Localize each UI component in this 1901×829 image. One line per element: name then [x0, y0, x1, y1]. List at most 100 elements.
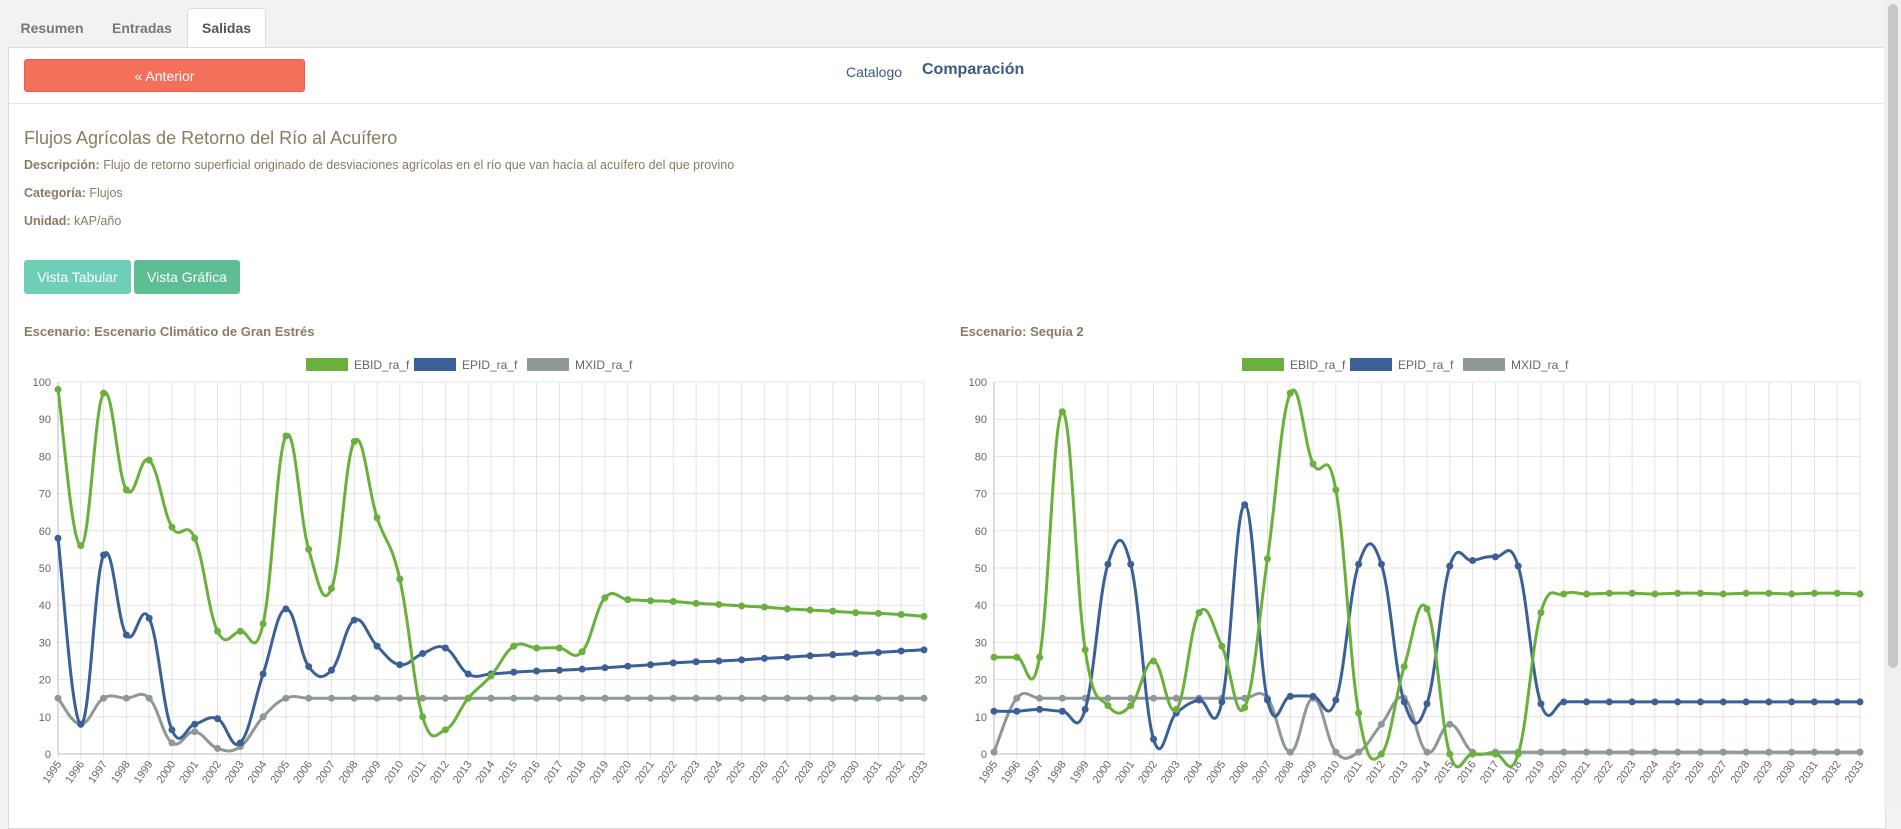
- data-point-MXID_ra_f[interactable]: [396, 694, 404, 702]
- data-point-MXID_ra_f[interactable]: [533, 694, 541, 702]
- data-point-EBID_ra_f[interactable]: [1560, 590, 1568, 598]
- data-point-EBID_ra_f[interactable]: [1309, 460, 1317, 468]
- data-point-MXID_ra_f[interactable]: [760, 694, 768, 702]
- data-point-MXID_ra_f[interactable]: [1560, 748, 1568, 756]
- data-point-EBID_ra_f[interactable]: [760, 603, 768, 611]
- data-point-MXID_ra_f[interactable]: [852, 694, 860, 702]
- data-point-EBID_ra_f[interactable]: [1195, 609, 1203, 617]
- data-point-EBID_ra_f[interactable]: [738, 602, 746, 610]
- data-point-EBID_ra_f[interactable]: [396, 575, 404, 583]
- data-point-EPID_ra_f[interactable]: [145, 614, 153, 622]
- data-point-EBID_ra_f[interactable]: [897, 611, 905, 618]
- data-point-EBID_ra_f[interactable]: [920, 612, 928, 620]
- data-point-MXID_ra_f[interactable]: [214, 744, 222, 752]
- graph-view-button[interactable]: Vista Gráfica: [134, 260, 240, 294]
- legend-item-EPID_ra_f[interactable]: EPID_ra_f: [1350, 358, 1454, 372]
- data-point-EBID_ra_f[interactable]: [1719, 590, 1727, 598]
- data-point-EBID_ra_f[interactable]: [1104, 702, 1112, 710]
- data-point-MXID_ra_f[interactable]: [692, 694, 700, 702]
- data-point-EPID_ra_f[interactable]: [874, 648, 882, 656]
- data-point-EPID_ra_f[interactable]: [1446, 562, 1454, 570]
- data-point-MXID_ra_f[interactable]: [487, 694, 495, 702]
- table-view-button[interactable]: Vista Tabular: [24, 260, 131, 294]
- data-point-EBID_ra_f[interactable]: [1742, 589, 1750, 597]
- data-point-MXID_ra_f[interactable]: [350, 694, 358, 702]
- data-point-MXID_ra_f[interactable]: [1355, 748, 1363, 756]
- data-point-MXID_ra_f[interactable]: [282, 694, 290, 702]
- data-point-EBID_ra_f[interactable]: [578, 648, 586, 656]
- data-point-EPID_ra_f[interactable]: [1195, 696, 1203, 704]
- data-point-EPID_ra_f[interactable]: [1469, 557, 1477, 565]
- data-point-EPID_ra_f[interactable]: [1263, 696, 1271, 704]
- data-point-EPID_ra_f[interactable]: [806, 652, 814, 660]
- data-point-MXID_ra_f[interactable]: [1036, 694, 1044, 702]
- comparison-link[interactable]: Comparación: [922, 61, 1025, 78]
- data-point-EBID_ra_f[interactable]: [1332, 486, 1340, 494]
- data-point-EPID_ra_f[interactable]: [1400, 698, 1408, 706]
- data-point-EPID_ra_f[interactable]: [1583, 698, 1591, 706]
- data-point-EPID_ra_f[interactable]: [578, 665, 586, 673]
- data-point-MXID_ra_f[interactable]: [1332, 748, 1340, 756]
- data-point-EPID_ra_f[interactable]: [1127, 560, 1135, 568]
- data-point-EPID_ra_f[interactable]: [1058, 707, 1066, 715]
- data-point-EPID_ra_f[interactable]: [464, 670, 472, 678]
- tab-salidas[interactable]: Salidas: [187, 8, 266, 49]
- legend-item-EBID_ra_f[interactable]: EBID_ra_f: [1242, 358, 1346, 372]
- data-point-EBID_ra_f[interactable]: [1514, 750, 1522, 758]
- data-point-EBID_ra_f[interactable]: [327, 584, 335, 592]
- data-point-MXID_ra_f[interactable]: [191, 728, 199, 736]
- data-point-MXID_ra_f[interactable]: [1537, 748, 1545, 756]
- data-point-EPID_ra_f[interactable]: [259, 670, 267, 678]
- data-point-EPID_ra_f[interactable]: [510, 668, 518, 676]
- data-point-EBID_ra_f[interactable]: [874, 609, 882, 617]
- data-point-EBID_ra_f[interactable]: [487, 672, 495, 680]
- data-point-EBID_ra_f[interactable]: [1537, 609, 1545, 617]
- data-point-EPID_ra_f[interactable]: [624, 662, 632, 670]
- catalog-link[interactable]: Catalogo: [846, 64, 903, 80]
- data-point-MXID_ra_f[interactable]: [510, 694, 518, 702]
- data-point-MXID_ra_f[interactable]: [1765, 748, 1773, 756]
- data-point-EPID_ra_f[interactable]: [1036, 705, 1044, 713]
- data-point-MXID_ra_f[interactable]: [874, 694, 882, 702]
- data-point-EBID_ra_f[interactable]: [1491, 750, 1499, 758]
- data-point-EBID_ra_f[interactable]: [1674, 589, 1682, 597]
- data-point-EPID_ra_f[interactable]: [1355, 560, 1363, 568]
- data-point-EBID_ra_f[interactable]: [100, 389, 108, 397]
- data-point-MXID_ra_f[interactable]: [145, 694, 153, 702]
- data-point-EBID_ra_f[interactable]: [692, 599, 700, 607]
- data-point-EBID_ra_f[interactable]: [1810, 589, 1818, 597]
- data-point-EPID_ra_f[interactable]: [1628, 698, 1636, 706]
- data-point-EBID_ra_f[interactable]: [1127, 702, 1135, 710]
- data-point-EPID_ra_f[interactable]: [1605, 698, 1613, 706]
- data-point-EBID_ra_f[interactable]: [1377, 750, 1385, 758]
- data-point-EPID_ra_f[interactable]: [990, 707, 998, 715]
- data-point-EPID_ra_f[interactable]: [920, 646, 928, 654]
- data-point-MXID_ra_f[interactable]: [1446, 720, 1454, 728]
- data-point-EBID_ra_f[interactable]: [145, 456, 153, 464]
- previous-button[interactable]: « Anterior: [24, 59, 305, 92]
- data-point-MXID_ra_f[interactable]: [1674, 748, 1682, 756]
- data-point-EBID_ra_f[interactable]: [419, 713, 427, 721]
- data-point-EPID_ra_f[interactable]: [1765, 698, 1773, 706]
- data-point-EPID_ra_f[interactable]: [1241, 501, 1249, 509]
- data-point-MXID_ra_f[interactable]: [1605, 748, 1613, 756]
- data-point-EBID_ra_f[interactable]: [510, 642, 518, 650]
- data-point-EPID_ra_f[interactable]: [1491, 553, 1499, 561]
- data-point-EPID_ra_f[interactable]: [715, 657, 723, 665]
- data-point-EBID_ra_f[interactable]: [829, 607, 837, 615]
- data-point-MXID_ra_f[interactable]: [1719, 748, 1727, 756]
- data-point-EBID_ra_f[interactable]: [1446, 750, 1454, 758]
- data-point-MXID_ra_f[interactable]: [1742, 748, 1750, 756]
- data-point-EPID_ra_f[interactable]: [555, 666, 563, 674]
- data-point-EBID_ra_f[interactable]: [1263, 555, 1271, 563]
- data-point-MXID_ra_f[interactable]: [647, 694, 655, 702]
- data-point-EPID_ra_f[interactable]: [783, 653, 791, 661]
- data-point-MXID_ra_f[interactable]: [601, 694, 609, 702]
- data-point-EBID_ra_f[interactable]: [1856, 590, 1864, 598]
- legend-item-EBID_ra_f[interactable]: EBID_ra_f: [306, 358, 410, 372]
- data-point-MXID_ra_f[interactable]: [829, 694, 837, 702]
- data-point-EPID_ra_f[interactable]: [214, 715, 222, 723]
- data-point-MXID_ra_f[interactable]: [806, 694, 814, 702]
- data-point-MXID_ra_f[interactable]: [122, 694, 130, 702]
- data-point-EBID_ra_f[interactable]: [1013, 653, 1021, 661]
